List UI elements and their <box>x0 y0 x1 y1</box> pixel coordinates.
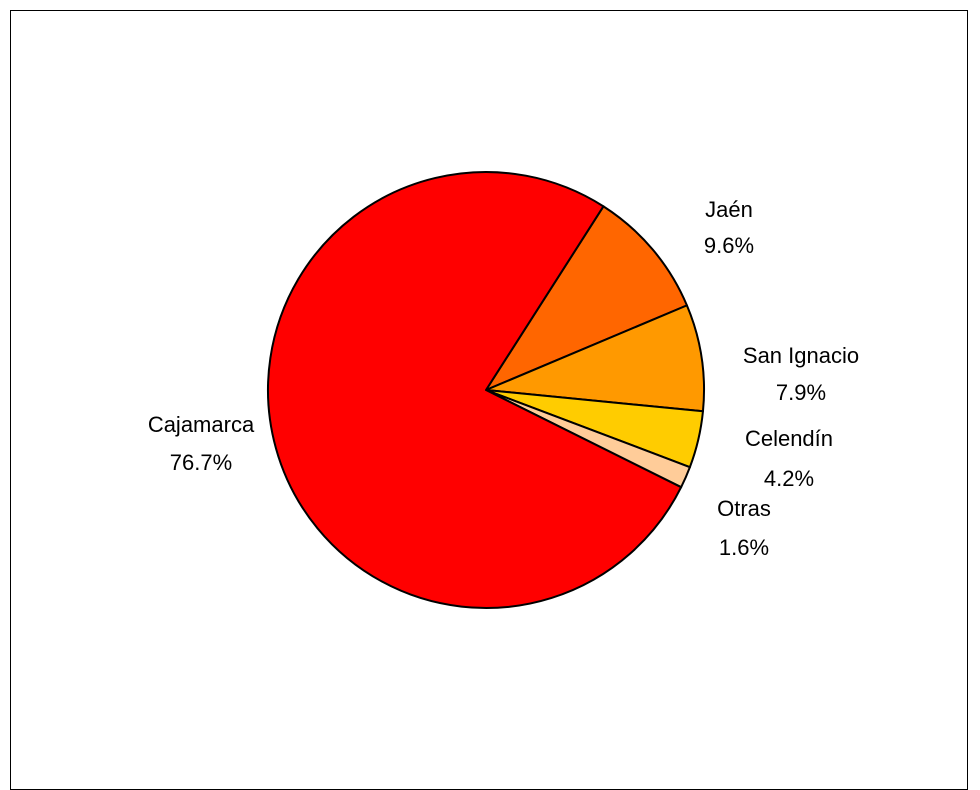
pie-slices <box>267 171 705 609</box>
slice-label-jaen-value: 9.6% <box>704 233 754 258</box>
slice-label-cajamarca-name: Cajamarca <box>148 412 255 437</box>
pie-slice-san-ignacio <box>485 304 705 413</box>
slice-label-san-ignacio-name: San Ignacio <box>743 343 859 368</box>
pie-slice-jaen <box>485 205 688 391</box>
pie-chart: Jaén 9.6% San Ignacio 7.9% Celendín 4.2%… <box>148 171 859 609</box>
slice-label-otras-value: 1.6% <box>719 535 769 560</box>
pie-slice-cajamarca <box>267 171 683 609</box>
slice-label-celendin-name: Celendín <box>745 426 833 451</box>
slice-label-cajamarca-value: 76.7% <box>170 450 232 475</box>
slice-label-otras-name: Otras <box>717 496 771 521</box>
slice-label-celendin-value: 4.2% <box>764 466 814 491</box>
slice-label-san-ignacio-value: 7.9% <box>776 380 826 405</box>
slice-label-jaen-name: Jaén <box>705 197 753 222</box>
pie-labels: Jaén 9.6% San Ignacio 7.9% Celendín 4.2%… <box>148 197 859 560</box>
